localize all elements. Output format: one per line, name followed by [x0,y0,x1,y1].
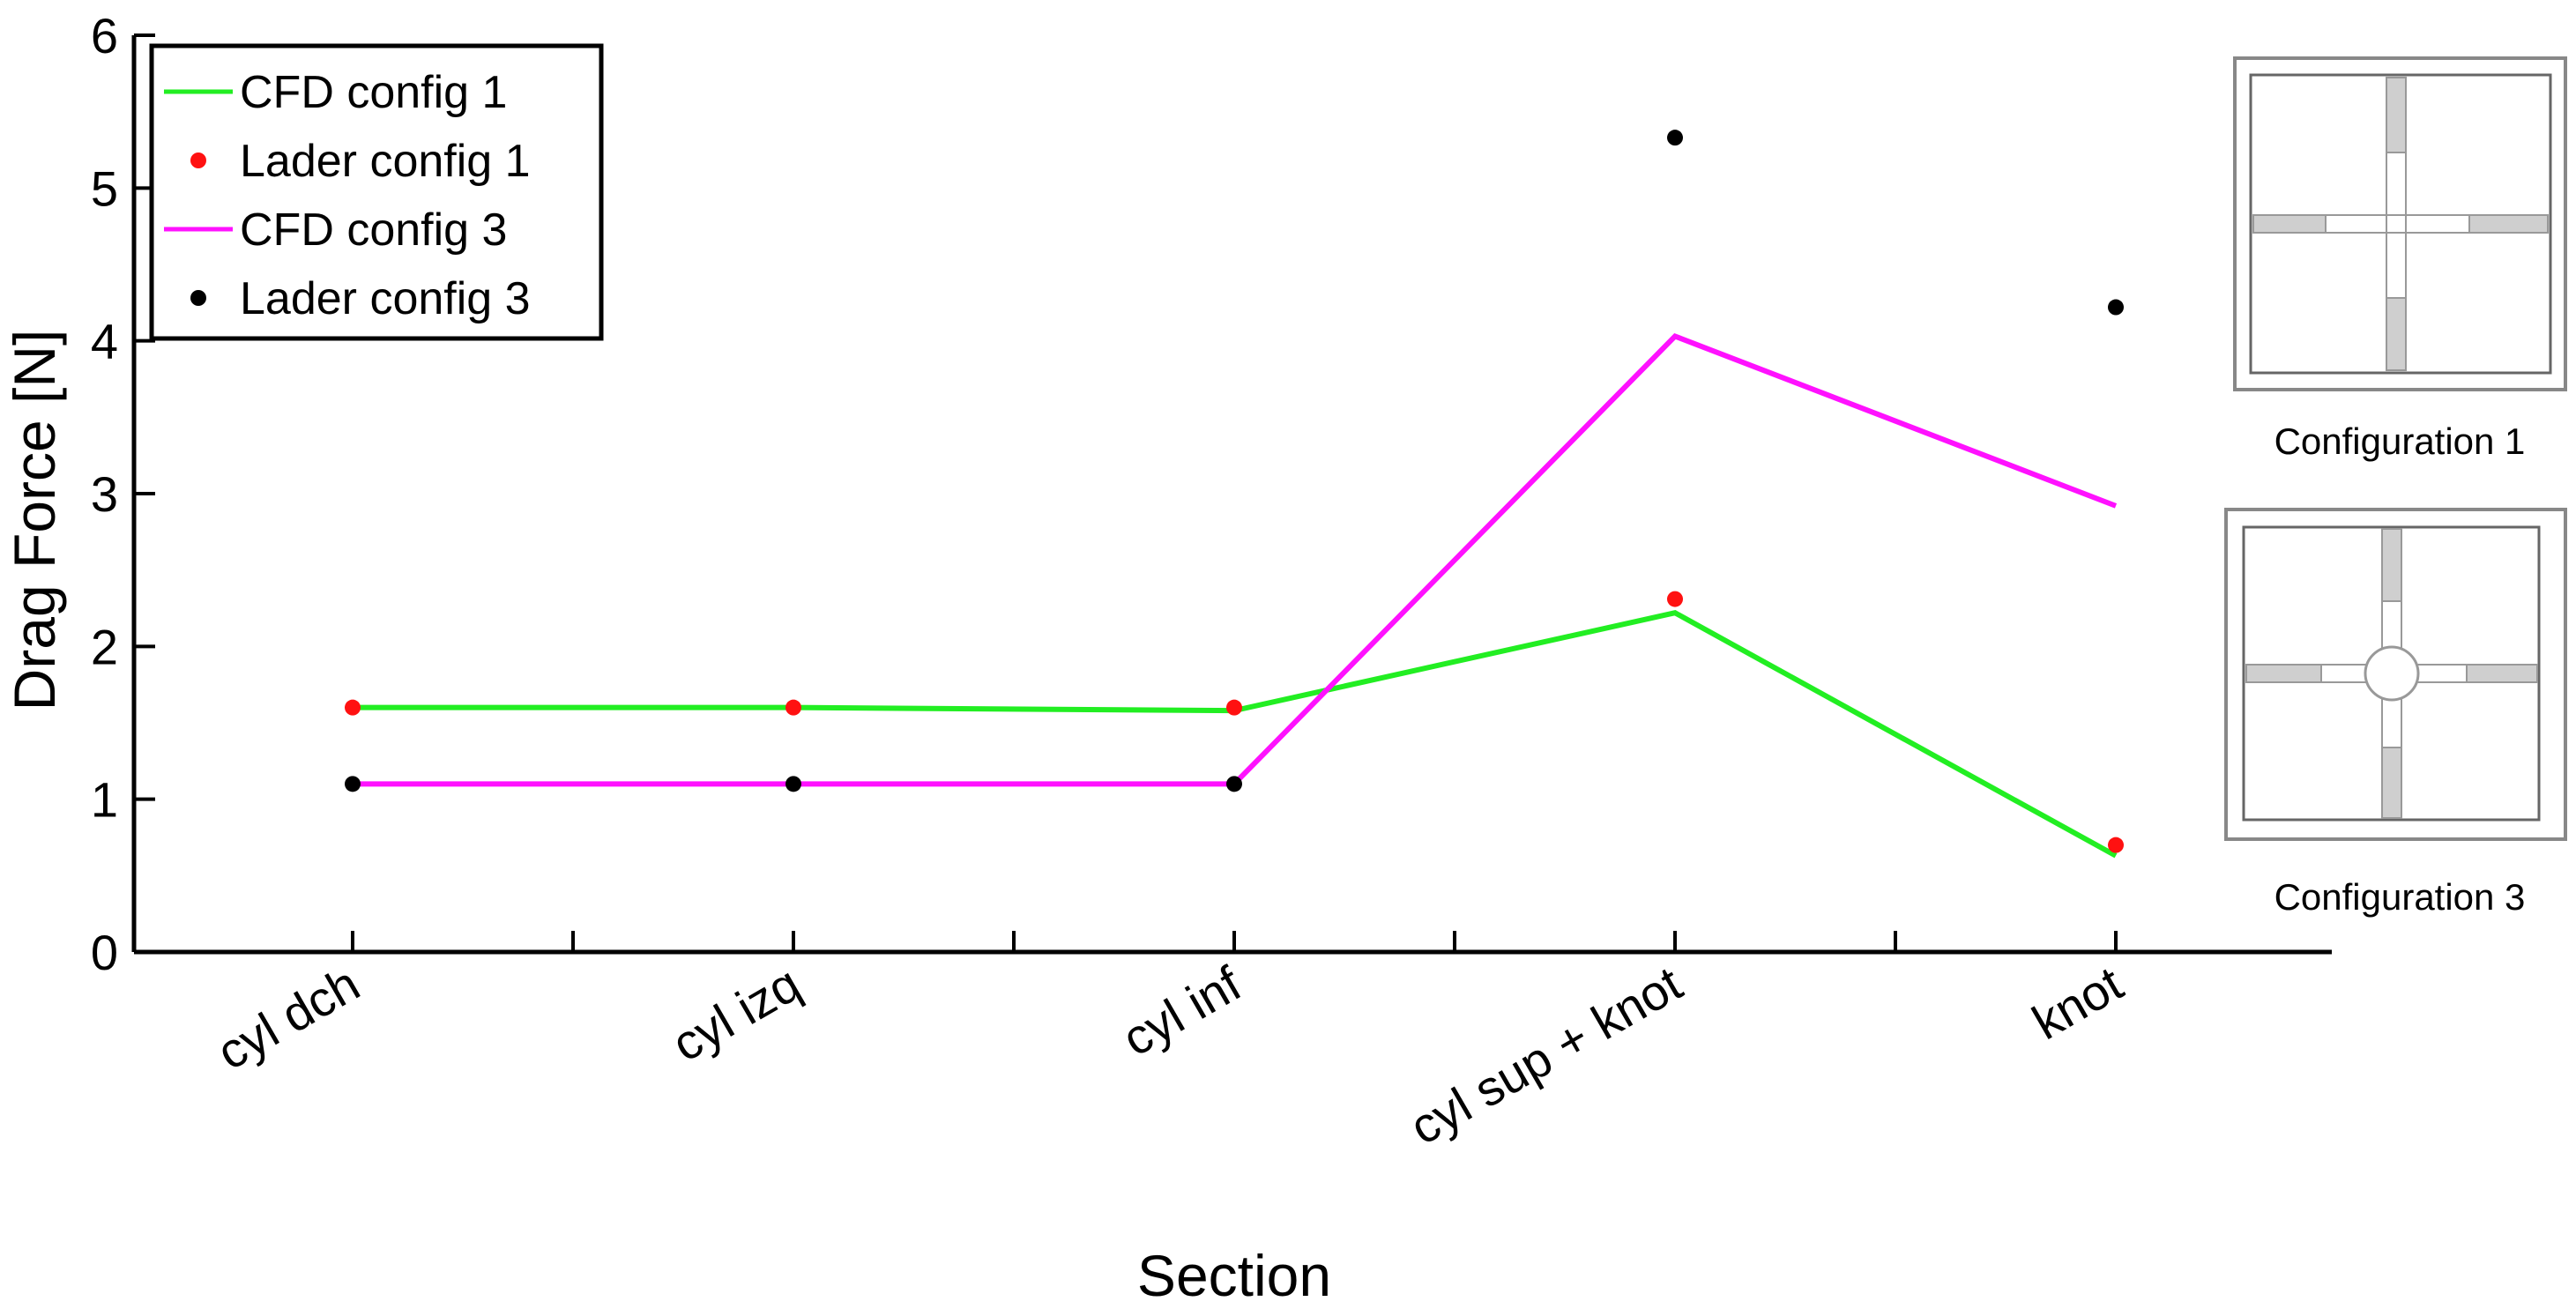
x-axis-label: Section [1137,1243,1331,1308]
y-tick-label: 0 [91,925,118,980]
knot-sphere-icon [2364,645,2420,702]
y-tick-label: 1 [91,772,118,828]
y-tick-label: 3 [91,466,118,522]
y-tick-label: 4 [91,314,118,369]
legend-box [149,43,604,341]
configuration-1-caption: Configuration 1 [2274,420,2526,462]
y-tick-labels: 0 1 2 3 4 5 6 [91,8,118,980]
data-point-lader-config-1 [1226,699,1242,716]
y-tick-label: 2 [91,619,118,674]
data-point-lader-config-1 [1667,591,1683,607]
y-tick-label: 5 [91,160,118,216]
data-point-lader-config-1 [345,699,361,716]
legend-entry-label: CFD config 1 [240,67,507,118]
x-tick-label: cyl sup + knot [1401,956,1692,1156]
series-line-cfd-config-1 [353,610,2118,859]
data-point-lader-config-3 [1667,130,1683,146]
data-point-lader-config-1 [785,699,801,716]
legend-swatch-point [190,290,206,306]
knot-square-icon [2386,214,2407,234]
data-point-lader-config-3 [1226,776,1242,792]
series-line-cfd-config-3 [353,332,2118,787]
axes [131,33,2332,955]
data-point-lader-config-3 [345,776,361,792]
y-tick-label: 6 [91,8,118,63]
x-tick-label: cyl inf [1113,956,1251,1067]
configuration-3-diagram: Configuration 3 [2224,508,2567,918]
data-point-lader-config-3 [2108,299,2124,316]
legend-swatch-point [190,152,206,168]
configuration-1-diagram: Configuration 1 [2233,56,2567,462]
y-axis-label: Drag Force [N] [2,330,67,711]
data-point-lader-config-1 [2108,837,2124,853]
legend-entry-label: Lader config 3 [240,273,531,324]
x-tick-label: cyl dch [208,956,369,1081]
legend-entry-label: Lader config 1 [240,136,531,187]
legend-entry-label: CFD config 3 [240,205,507,256]
x-tick-label: cyl izq [663,956,809,1072]
x-tick-labels: cyl dch cyl izq cyl inf cyl sup + knot knot [208,956,2133,1156]
x-tick-label: knot [2023,956,2133,1051]
configuration-3-caption: Configuration 3 [2274,876,2526,918]
legend: CFD config 1 Lader config 1 CFD config 3 La… [149,43,604,341]
series-layer [345,130,2124,859]
data-point-lader-config-3 [785,776,801,792]
